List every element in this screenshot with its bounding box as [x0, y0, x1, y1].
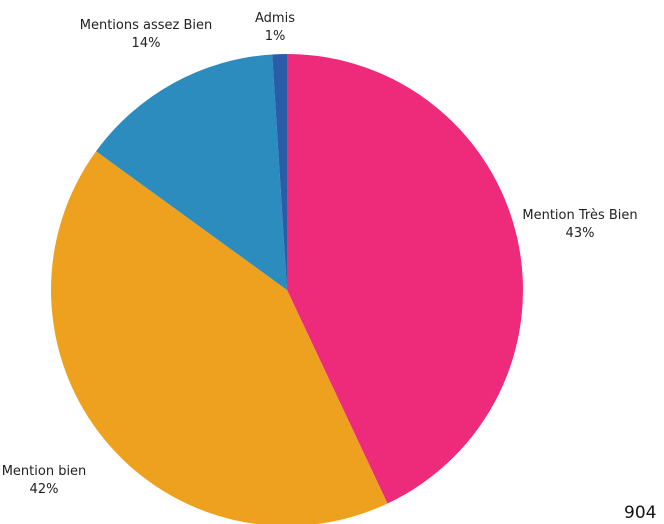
pie-slice-mentions-assez-bien	[96, 54, 287, 290]
slice-label: Admis	[255, 11, 295, 26]
corner-number-text: 904	[624, 503, 657, 523]
slice-label: Mention bien	[2, 464, 87, 479]
slice-percentage: 42%	[30, 482, 59, 497]
slice-percentage: 1%	[265, 29, 286, 44]
pie-slices	[51, 54, 523, 524]
slice-label: Mention Très Bien	[522, 208, 637, 223]
pie-slice-admis	[272, 54, 287, 290]
pie-slice-mention-tr-s-bien	[287, 54, 523, 504]
slice-percentage: 14%	[132, 36, 161, 51]
pie-slice-mention-bien	[51, 151, 388, 524]
pie-labels: Mention Très Bien 43% Mention bien 42% Menti…	[2, 11, 638, 497]
slice-label: Mentions assez Bien	[80, 18, 213, 33]
slice-percentage: 43%	[566, 226, 595, 241]
